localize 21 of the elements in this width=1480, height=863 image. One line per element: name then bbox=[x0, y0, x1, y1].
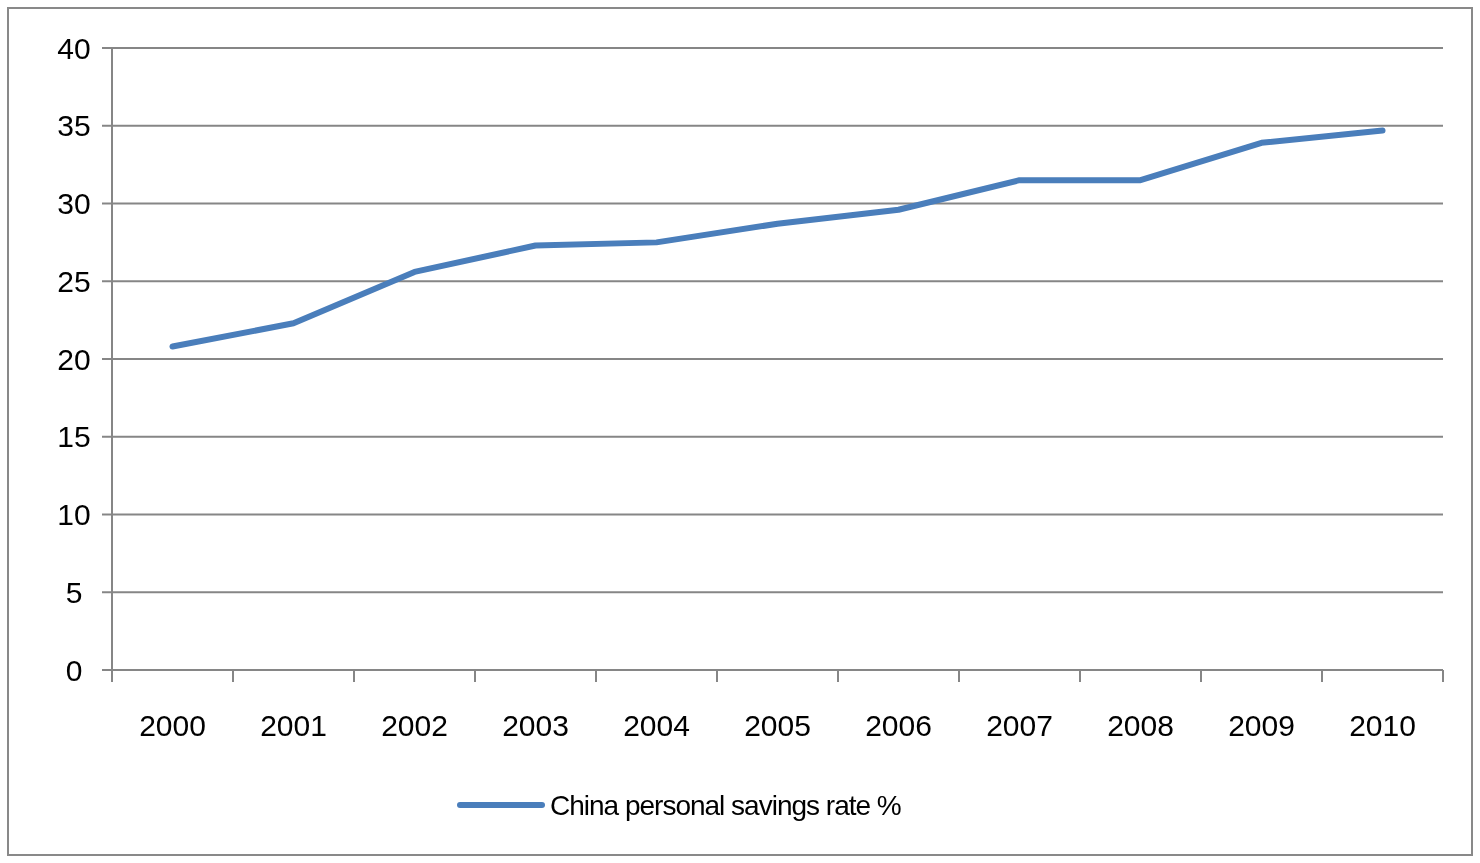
y-tick-label: 30 bbox=[57, 187, 91, 220]
y-tick-label: 10 bbox=[57, 498, 91, 531]
x-tick-label: 2008 bbox=[1107, 708, 1174, 742]
x-tick-label: 2004 bbox=[623, 708, 690, 742]
x-tick-label: 2002 bbox=[381, 708, 448, 742]
y-tick-label: 35 bbox=[57, 109, 91, 143]
y-tick-label: 15 bbox=[57, 420, 91, 454]
x-tick-label: 2010 bbox=[1349, 708, 1416, 742]
y-tick-label: 5 bbox=[65, 575, 83, 609]
x-tick-label: 2007 bbox=[986, 708, 1053, 742]
x-tick-label: 2003 bbox=[502, 708, 569, 742]
x-tick-label: 2000 bbox=[139, 708, 206, 742]
x-tick-label: 2006 bbox=[865, 708, 932, 742]
y-tick-label: 40 bbox=[57, 31, 91, 65]
x-tick-label: 2009 bbox=[1228, 708, 1295, 742]
y-tick-label: 0 bbox=[65, 653, 83, 687]
y-tick-label: 25 bbox=[57, 264, 91, 298]
y-tick-label: 20 bbox=[57, 342, 91, 376]
x-tick-label: 2001 bbox=[260, 708, 327, 742]
x-tick-label: 2005 bbox=[744, 708, 811, 742]
legend-label: China personal savings rate % bbox=[550, 789, 901, 821]
